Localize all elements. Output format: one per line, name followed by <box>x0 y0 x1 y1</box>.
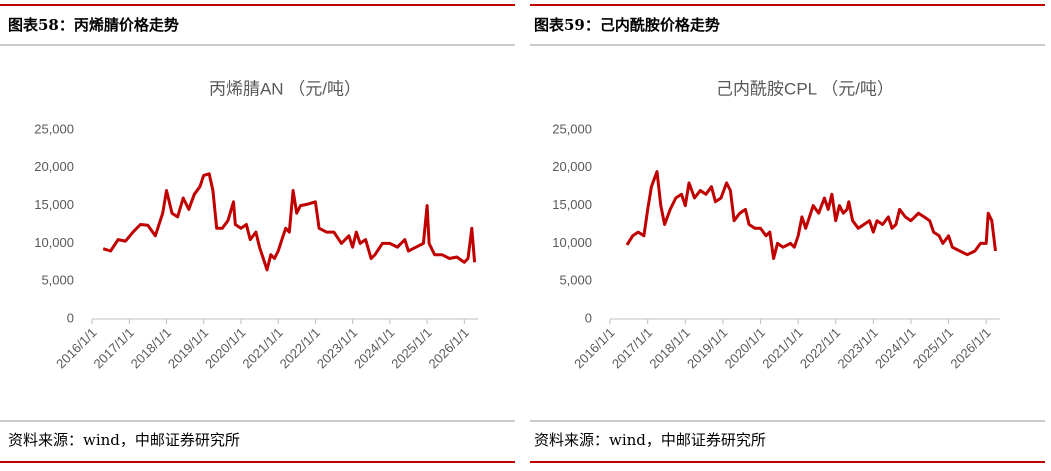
figure-header: 图表59：己内酰胺价格走势 <box>534 16 720 34</box>
x-tick-label: 2017/1/1 <box>90 325 136 371</box>
y-tick-label: 5,000 <box>559 273 592 288</box>
x-tick-label: 2020/1/1 <box>722 325 768 371</box>
x-tick-label: 2021/1/1 <box>759 325 805 371</box>
x-tick-label: 2022/1/1 <box>797 325 843 371</box>
y-tick-label: 15,000 <box>34 197 74 212</box>
y-tick-label: 25,000 <box>552 121 592 136</box>
x-tick-label: 2020/1/1 <box>202 325 248 371</box>
x-tick-label: 2016/1/1 <box>53 325 99 371</box>
chart-title: 己内酰胺CPL （元/吨） <box>716 79 894 98</box>
x-tick-label: 2019/1/1 <box>165 325 211 371</box>
source: 资料来源：wind，中邮证券研究所 <box>8 431 240 449</box>
x-tick-label: 2025/1/1 <box>910 325 956 371</box>
x-tick-label: 2026/1/1 <box>947 325 993 371</box>
y-tick-label: 10,000 <box>34 235 74 250</box>
source: 资料来源：wind，中邮证券研究所 <box>534 431 766 449</box>
chart-title: 丙烯腈AN （元/吨） <box>209 79 361 98</box>
x-tick-label: 2017/1/1 <box>609 325 655 371</box>
x-tick-label: 2024/1/1 <box>872 325 918 371</box>
x-tick-label: 2024/1/1 <box>351 325 397 371</box>
x-tick-label: 2022/1/1 <box>277 325 323 371</box>
x-tick-label: 2023/1/1 <box>314 325 360 371</box>
y-tick-label: 20,000 <box>34 159 74 174</box>
x-tick-label: 2016/1/1 <box>571 325 617 371</box>
y-tick-label: 25,000 <box>34 121 74 136</box>
y-tick-label: 0 <box>585 310 592 325</box>
price-line <box>102 172 477 272</box>
y-tick-label: 15,000 <box>552 197 592 212</box>
x-tick-label: 2025/1/1 <box>388 325 434 371</box>
x-tick-label: 2019/1/1 <box>684 325 730 371</box>
x-tick-label: 2023/1/1 <box>834 325 880 371</box>
price-line <box>625 170 997 260</box>
y-tick-label: 0 <box>67 310 74 325</box>
y-tick-label: 5,000 <box>41 273 74 288</box>
x-tick-label: 2026/1/1 <box>426 325 472 371</box>
y-tick-label: 20,000 <box>552 159 592 174</box>
y-tick-label: 10,000 <box>552 235 592 250</box>
x-tick-label: 2021/1/1 <box>239 325 285 371</box>
x-tick-label: 2018/1/1 <box>646 325 692 371</box>
x-tick-label: 2018/1/1 <box>128 325 174 371</box>
figure-header: 图表58：丙烯腈价格走势 <box>8 16 179 34</box>
